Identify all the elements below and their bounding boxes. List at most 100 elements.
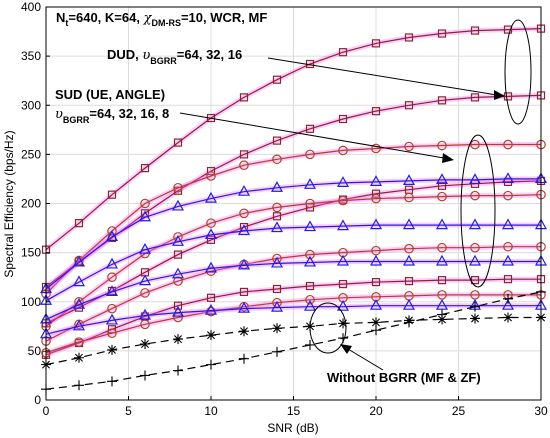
data-point-triangle: [237, 184, 251, 196]
data-point-triangle: [105, 257, 119, 269]
series-line: [45, 294, 541, 354]
data-point-circle: [239, 208, 249, 219]
y-tick-label: 400: [21, 0, 41, 14]
data-point-triangle: [468, 254, 482, 266]
data-point-circle: [470, 190, 480, 201]
series-line: [45, 291, 542, 390]
data-point-circle: [305, 249, 315, 260]
data-point-triangle: [138, 210, 152, 222]
data-point-square: [437, 29, 447, 38]
data-point-plus: [107, 376, 117, 387]
data-point-star: [503, 312, 513, 323]
data-point-triangle: [336, 176, 350, 187]
data-point-circle: [470, 242, 480, 253]
y-axis-label: Spectral Efficiency (bps/Hz): [2, 130, 16, 277]
data-point-triangle: [237, 301, 251, 313]
dud-ellipse: [504, 19, 532, 125]
data-point-triangle: [270, 256, 284, 268]
data-point-triangle: [204, 261, 218, 273]
data-point-triangle: [369, 298, 383, 310]
data-point-triangle: [501, 218, 515, 230]
data-point-triangle: [369, 175, 383, 186]
data-point-triangle: [369, 218, 383, 230]
without-bgrr-arrow: [340, 344, 384, 371]
data-point-square: [437, 96, 447, 105]
data-point-circle: [74, 337, 84, 347]
data-point-plus: [404, 317, 414, 328]
series-blue-12: [39, 298, 548, 339]
data-point-circle: [437, 140, 447, 151]
data-point-square: [371, 189, 381, 198]
data-point-circle: [140, 319, 150, 330]
sud-arrow: [179, 112, 454, 163]
data-point-circle: [206, 218, 216, 228]
data-point-triangle: [501, 172, 515, 184]
data-point-square: [272, 212, 282, 221]
data-point-triangle: [105, 230, 119, 242]
data-point-triangle: [204, 303, 218, 315]
data-point-square: [74, 219, 84, 228]
data-point-triangle: [270, 300, 284, 312]
series-line: [45, 178, 541, 290]
data-point-square: [239, 287, 249, 297]
x-tick-label: 0: [43, 404, 50, 418]
series-line: [45, 194, 542, 327]
data-point-circle: [404, 243, 414, 254]
data-point-square: [470, 26, 480, 35]
data-point-circle: [371, 143, 381, 154]
data-point-square: [371, 107, 381, 116]
data-point-triangle: [303, 299, 317, 311]
data-point-square: [338, 279, 348, 289]
data-point-star: [107, 344, 117, 355]
data-point-square: [173, 301, 183, 310]
data-point-triangle: [402, 218, 416, 230]
data-point-square: [173, 138, 183, 147]
data-point-circle: [173, 276, 183, 286]
y-tick-label: 350: [21, 49, 41, 63]
data-point-plus: [305, 339, 315, 350]
data-point-triangle: [171, 199, 185, 211]
data-point-triangle: [468, 218, 482, 230]
data-point-square: [206, 235, 216, 244]
data-point-square: [404, 277, 414, 286]
data-point-circle: [503, 241, 513, 252]
data-point-star: [239, 326, 249, 337]
without-bgrr-annotation: Without BGRR (MF & ZF): [327, 370, 481, 385]
data-point-square: [503, 275, 513, 284]
data-point-triangle: [138, 242, 152, 254]
data-point-circle: [173, 312, 183, 323]
data-point-square: [470, 93, 480, 102]
series-line: [45, 224, 541, 302]
series-blue-10: [39, 218, 548, 305]
x-tick-label: 15: [287, 404, 301, 418]
data-point-circle: [404, 141, 414, 152]
data-point-triangle: [270, 221, 284, 233]
data-point-circle: [272, 202, 282, 213]
data-point-plus: [206, 359, 216, 370]
series-blue-9: [39, 172, 548, 294]
data-point-triangle: [105, 313, 119, 325]
data-point-square: [173, 250, 183, 259]
data-point-circle: [107, 303, 117, 314]
data-point-circle: [140, 198, 150, 209]
data-point-triangle: [435, 254, 449, 266]
data-point-plus: [503, 293, 513, 304]
data-point-triangle: [336, 254, 350, 266]
data-point-star: [206, 330, 216, 341]
data-point-triangle: [138, 308, 152, 320]
data-point-triangle: [138, 274, 152, 286]
data-point-triangle: [435, 173, 449, 185]
data-point-triangle: [336, 219, 350, 231]
series-line: [45, 143, 541, 295]
x-tick-label: 20: [369, 404, 383, 418]
data-point-circle: [173, 182, 183, 193]
data-point-square: [338, 48, 348, 57]
series-line: [45, 316, 541, 366]
x-axis-label: SNR (dB): [267, 421, 318, 435]
data-point-circle: [173, 232, 183, 242]
without-bgrr-ellipse: [309, 302, 347, 354]
data-point-square: [140, 164, 150, 173]
data-point-triangle: [204, 191, 218, 203]
data-point-circle: [404, 192, 414, 203]
